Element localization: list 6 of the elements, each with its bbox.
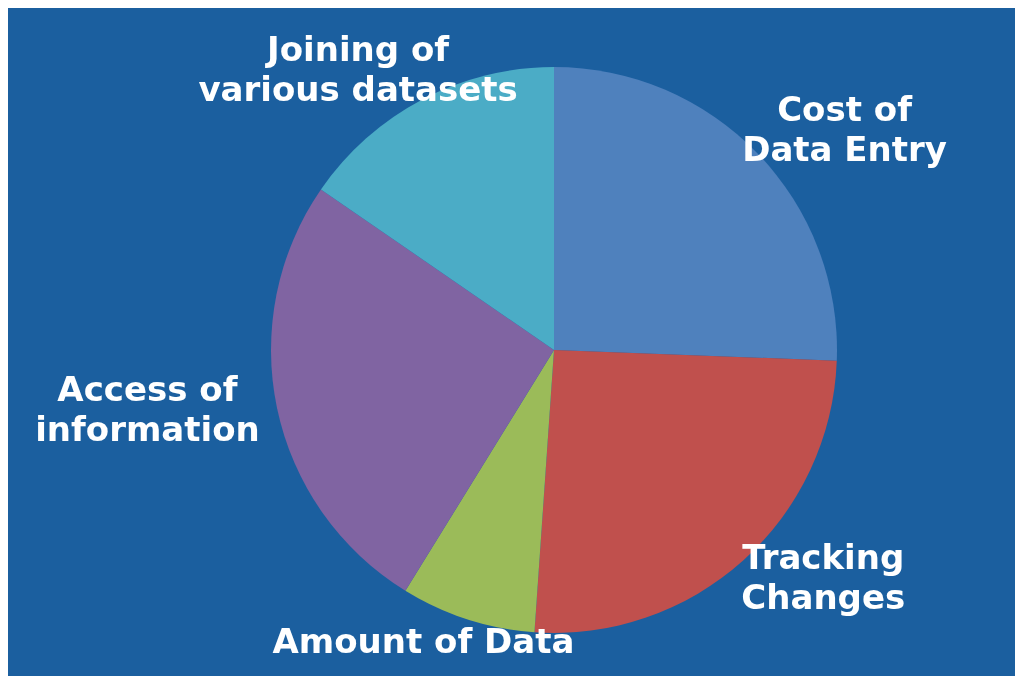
slice-label: Joining of various datasets — [198, 29, 518, 110]
slice-label: Cost of Data Entry — [742, 89, 947, 170]
pie-slice — [271, 189, 554, 591]
slice-label: Access of information — [35, 369, 260, 450]
slice-label: Tracking Changes — [741, 536, 906, 617]
slice-label: Amount of Data — [272, 621, 575, 662]
